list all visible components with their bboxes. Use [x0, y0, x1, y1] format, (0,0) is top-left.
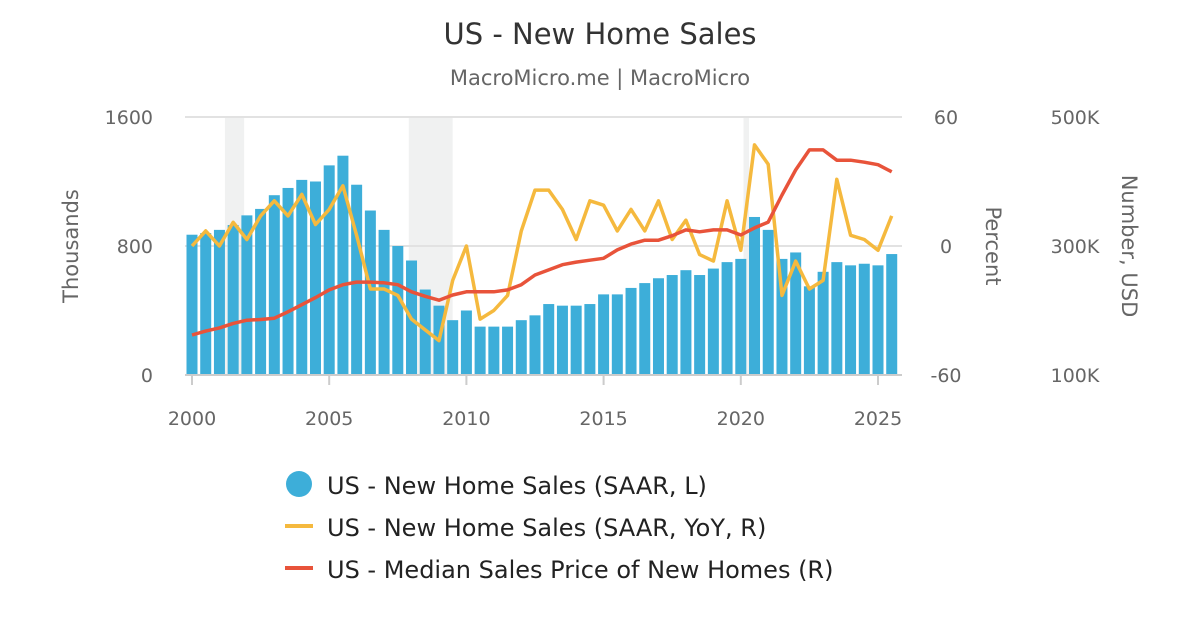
percent-tick-label: -60	[930, 365, 961, 387]
sales-bar	[488, 326, 500, 375]
sales-bar	[803, 286, 815, 375]
sales-bar	[392, 246, 404, 375]
legend-label: US - New Home Sales (SAAR, YoY, R)	[327, 514, 766, 542]
chart-subtitle: MacroMicro.me | MacroMicro	[450, 66, 750, 91]
sales-bar	[227, 225, 239, 375]
x-tick-label: 2000	[168, 408, 216, 430]
sales-bar	[296, 179, 308, 375]
sales-bar	[502, 326, 514, 375]
sales-bar	[886, 254, 898, 375]
sales-bar	[337, 155, 349, 375]
sales-bar	[707, 268, 719, 375]
left-tick-label: 800	[117, 236, 153, 258]
sales-bar	[639, 283, 651, 375]
sales-bar	[790, 252, 802, 375]
sales-bar	[419, 289, 431, 375]
sales-bar	[749, 216, 761, 375]
sales-bar	[666, 275, 678, 375]
sales-bar	[474, 326, 486, 375]
legend-label: US - New Home Sales (SAAR, L)	[327, 472, 707, 500]
yoy-line	[190, 143, 894, 343]
sales-bar	[268, 195, 280, 375]
sales-bar	[762, 229, 774, 375]
sales-bar	[831, 262, 843, 375]
sales-bar	[351, 184, 363, 375]
left-tick-label: 0	[141, 365, 153, 387]
sales-bar	[447, 320, 459, 375]
sales-bar	[282, 187, 294, 375]
sales-bar	[776, 258, 788, 375]
sales-bar	[598, 294, 610, 375]
left-tick-label: 1600	[105, 107, 153, 129]
sales-bar	[213, 229, 225, 375]
sales-bar	[570, 305, 582, 375]
sales-bar	[515, 320, 527, 375]
sales-bar	[858, 263, 870, 375]
legend-marker-sales	[286, 471, 312, 497]
percent-tick-label: 60	[934, 107, 958, 129]
sales-bar	[255, 208, 267, 375]
sales-bar	[364, 210, 376, 375]
sales-bar	[652, 278, 664, 375]
sales-bar	[845, 265, 857, 375]
sales-bar	[556, 305, 568, 375]
price-line	[191, 148, 893, 337]
sales-bar	[625, 287, 637, 375]
sales-bar	[200, 233, 212, 375]
usd-tick-label: 300K	[1051, 236, 1100, 258]
sales-bar	[460, 310, 472, 375]
percent-tick-label: 0	[940, 236, 952, 258]
x-tick-label: 2020	[717, 408, 765, 430]
sales-bar	[680, 270, 692, 375]
right-axis-label-percent: Percent	[981, 206, 1005, 285]
x-tick-label: 2025	[854, 408, 902, 430]
sales-bar	[721, 262, 733, 375]
chart-title: US - New Home Sales	[443, 17, 756, 51]
sales-bar	[735, 258, 747, 375]
sales-bar	[872, 265, 884, 375]
sales-bar	[817, 271, 829, 375]
usd-tick-label: 500K	[1051, 107, 1100, 129]
left-axis-label: Thousands	[59, 189, 83, 304]
sales-bar	[323, 165, 335, 375]
sales-bar	[694, 275, 706, 375]
x-tick-label: 2010	[442, 408, 490, 430]
x-tick-label: 2005	[305, 408, 353, 430]
usd-tick-label: 100K	[1051, 365, 1100, 387]
x-tick-label: 2015	[579, 408, 627, 430]
sales-bar	[584, 304, 596, 375]
sales-bar	[309, 181, 321, 375]
sales-bar	[241, 215, 253, 375]
sales-bar	[529, 315, 541, 375]
sales-bar	[378, 229, 390, 375]
legend-label: US - Median Sales Price of New Homes (R)	[327, 556, 833, 584]
sales-bar	[543, 304, 555, 375]
right-axis-label-usd: Number, USD	[1117, 175, 1141, 318]
sales-bar	[611, 294, 623, 375]
sales-bar	[186, 234, 198, 375]
